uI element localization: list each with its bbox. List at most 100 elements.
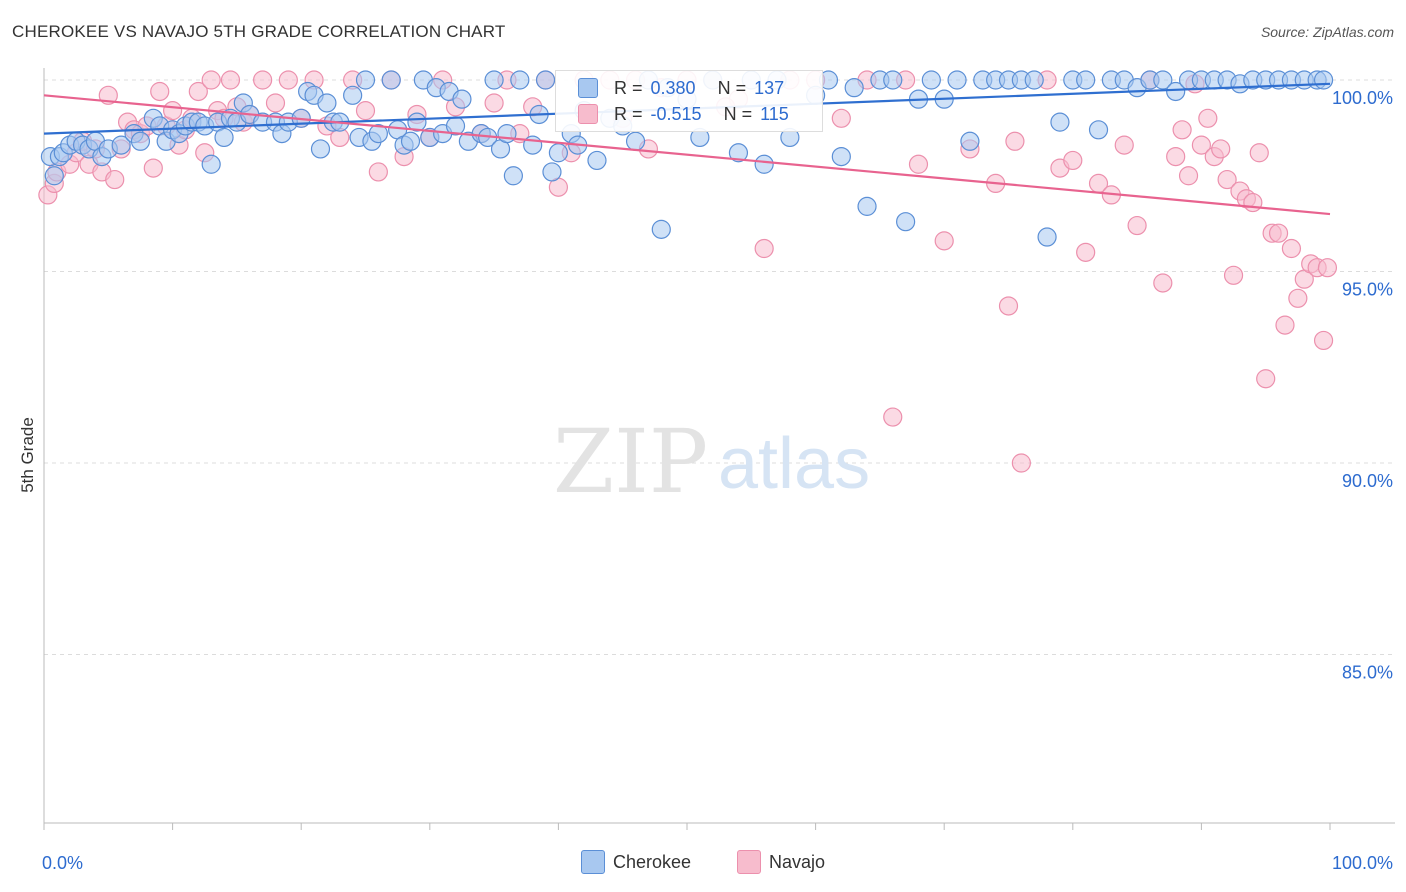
navajo-point: [1063, 150, 1083, 171]
y-tick-label: 95.0%: [1342, 280, 1393, 300]
navajo-point: [1275, 315, 1295, 335]
navajo-point: [1172, 120, 1192, 140]
cherokee-point: [844, 78, 864, 98]
navajo-point: [1288, 288, 1308, 308]
navajo-point: [278, 70, 298, 90]
r-label: R =: [614, 77, 643, 98]
navajo-point: [163, 101, 183, 121]
navajo-legend-swatch: [737, 850, 761, 874]
legend-item-navajo[interactable]: Navajo: [737, 850, 825, 874]
n-label: N =: [723, 103, 753, 124]
n-label: N =: [717, 77, 747, 98]
cherokee-point: [587, 150, 607, 171]
navajo-trend-line: [43, 94, 1331, 216]
cherokee-point: [201, 154, 221, 174]
navajo-point: [1243, 192, 1263, 213]
grid: [44, 79, 1395, 655]
navajo-point: [1281, 238, 1302, 259]
navajo-point: [368, 162, 388, 182]
navajo-point: [1211, 139, 1231, 159]
navajo-point: [1313, 330, 1334, 351]
cherokee-point: [355, 70, 376, 90]
r-value-cherokee: 0.380: [650, 77, 696, 98]
navajo-point: [1178, 166, 1199, 186]
cherokee-point: [535, 70, 556, 90]
y-axis-label: 5th Grade: [18, 417, 37, 493]
cherokee-point: [883, 70, 903, 90]
navajo-point: [1011, 453, 1031, 473]
watermark-zip: ZIP: [553, 410, 708, 513]
chart-title: CHEROKEE VS NAVAJO 5TH GRADE CORRELATION…: [12, 22, 506, 41]
cherokee-point: [548, 143, 569, 163]
legend: Cherokee Navajo: [0, 850, 1406, 874]
cherokee-point: [625, 131, 646, 151]
navajo-point: [1166, 147, 1186, 167]
cherokee-point: [947, 70, 967, 90]
navajo-point: [220, 70, 241, 90]
cherokee-point: [1076, 70, 1096, 90]
navajo-point: [1268, 223, 1289, 243]
cherokee-point: [317, 93, 337, 113]
legend-label-navajo: Navajo: [769, 851, 826, 872]
stats-row-cherokee: R = 0.380 N = 137: [578, 76, 784, 100]
tick-labels: 85.0% 90.0% 95.0% 100.0% 0.0% 100.0%: [42, 88, 1393, 873]
navajo-point: [265, 93, 286, 113]
navajo-point: [253, 70, 273, 90]
cherokee-point: [407, 112, 427, 132]
legend-label-cherokee: Cherokee: [612, 851, 691, 872]
navajo-point: [1127, 215, 1147, 236]
navajo-point: [831, 108, 851, 128]
cherokee-point: [310, 139, 331, 159]
navajo-point: [883, 407, 903, 427]
legend-item-cherokee[interactable]: Cherokee: [580, 850, 691, 874]
navajo-point: [1249, 143, 1269, 163]
cherokee-point: [896, 212, 916, 232]
cherokee-legend-swatch: [580, 850, 605, 874]
navajo-point: [201, 70, 221, 90]
navajo-point: [754, 238, 774, 259]
cherokee-point: [1166, 81, 1186, 102]
cherokee-point: [1088, 120, 1109, 140]
cherokee-point: [1024, 70, 1044, 90]
cherokee-point: [130, 131, 151, 151]
cherokee-point: [400, 131, 421, 151]
navajo-point: [1256, 369, 1276, 389]
cherokee-point: [343, 85, 363, 105]
y-tick-label: 85.0%: [1342, 663, 1393, 683]
r-value-navajo: -0.515: [650, 103, 702, 124]
navajo-point: [1005, 131, 1025, 151]
navajo-point: [1191, 135, 1212, 155]
navajo-point: [188, 81, 208, 102]
stats-box: R = 0.380 N = 137 R = -0.515 N = 115: [555, 70, 823, 132]
navajo-point: [484, 93, 504, 113]
navajo-point: [998, 296, 1019, 316]
watermark: ZIP atlas: [553, 410, 870, 513]
navajo-point: [1223, 265, 1244, 285]
cherokee-point: [503, 166, 523, 186]
stats-row-navajo: R = -0.515 N = 115: [578, 102, 789, 126]
cherokee-point: [484, 70, 504, 90]
navajo-point: [150, 81, 170, 102]
cherokee-point: [497, 124, 517, 144]
cherokee-point: [452, 89, 472, 109]
cherokee-point: [960, 131, 980, 151]
cherokee-point: [651, 219, 671, 239]
cherokee-swatch: [578, 78, 598, 98]
cherokee-point: [368, 124, 388, 144]
navajo-point: [1114, 135, 1134, 155]
cherokee-point: [1153, 70, 1173, 90]
r-label: R =: [614, 103, 643, 124]
navajo-swatch: [578, 104, 598, 124]
cherokee-point: [754, 154, 774, 174]
navajo-point: [143, 158, 163, 178]
n-value-cherokee: 137: [754, 77, 785, 98]
navajo-point: [1317, 258, 1338, 278]
x-tick-label-max: 100.0%: [1332, 853, 1393, 873]
cherokee-point: [921, 70, 941, 90]
navajo-point: [105, 169, 125, 190]
cherokee-point: [1313, 70, 1334, 90]
cherokee-point: [1050, 112, 1070, 132]
cherokee-point: [728, 143, 749, 163]
navajo-point: [1076, 242, 1096, 262]
